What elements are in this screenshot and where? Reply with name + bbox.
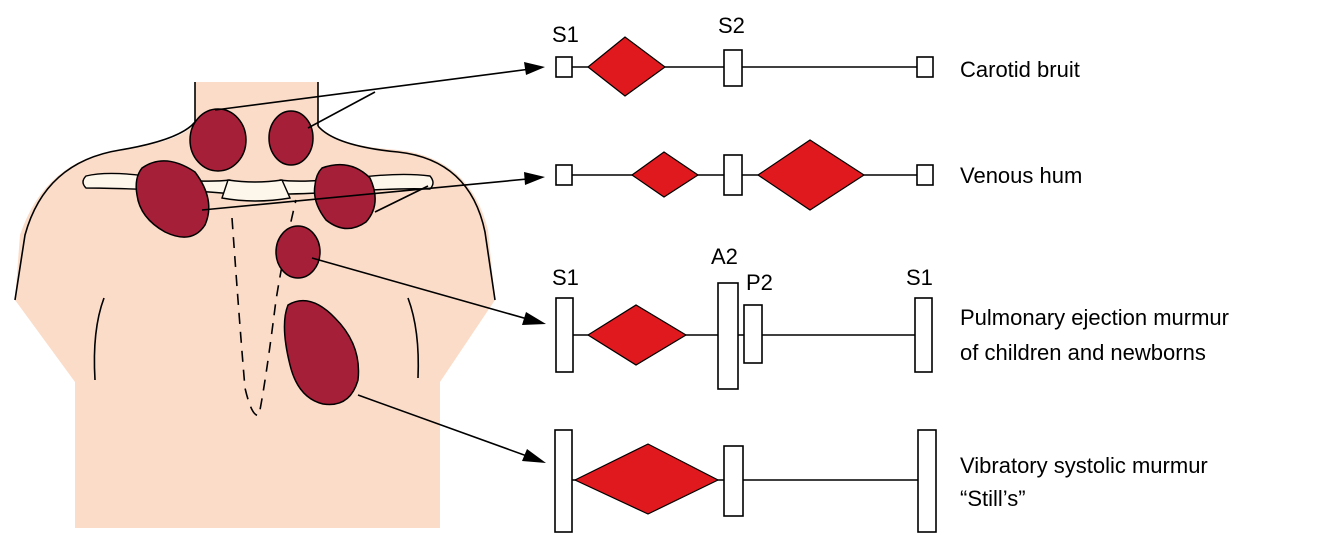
sound-label-s1-end: S1: [906, 265, 933, 290]
row-stills-murmur: Vibratory systolic murmur “Still’s”: [554, 429, 1208, 533]
arrowhead-carotid: [524, 62, 545, 75]
row-label-pulmonary-line1: Pulmonary ejection murmur: [960, 305, 1229, 330]
arrowhead-venous: [524, 172, 545, 185]
sound-label-s1: S1: [552, 265, 579, 290]
sound-label-s2: S2: [718, 13, 745, 38]
sound-box-s1-end: [917, 429, 937, 533]
murmur-diamond-systolic: [630, 151, 700, 198]
sound-label-s1: S1: [552, 22, 579, 47]
right-armpit-line: [407, 297, 420, 379]
murmur-diamond: [586, 304, 688, 366]
torso-figure: [14, 82, 496, 528]
spot-left-sternal-border: [283, 299, 360, 406]
shoulder-right-outline: [317, 125, 496, 301]
row-label-stills-line2: “Still’s”: [960, 486, 1026, 511]
arrow-pulmonary: [311, 257, 539, 323]
sound-label-a2: A2: [711, 244, 738, 269]
sound-box-s1-end: [914, 297, 933, 373]
murmur-diamond: [587, 36, 667, 97]
arrow-stills: [357, 394, 539, 461]
torso-skin: [15, 82, 495, 528]
sound-box-s1: [555, 297, 574, 373]
row-label-venous-hum: Venous hum: [960, 163, 1082, 188]
sound-box-end: [916, 56, 934, 78]
sound-box-s1: [554, 429, 573, 533]
spot-left-subclavian: [135, 160, 210, 238]
row-pulmonary-ejection: S1 A2 P2 S1 Pulmonary ejection murmur of…: [552, 244, 1229, 390]
row-carotid-bruit: S1 S2 Carotid bruit: [552, 13, 1080, 97]
sound-box-s1: [555, 56, 573, 78]
sound-label-p2: P2: [746, 270, 773, 295]
sound-box-s2: [723, 445, 744, 517]
shoulder-left-outline: [14, 121, 196, 301]
manubrium: [221, 179, 292, 202]
sound-box-s1: [555, 164, 573, 186]
spot-left-neck: [189, 108, 247, 172]
arrow-venous-upper: [201, 177, 539, 211]
spot-right-neck: [268, 110, 314, 166]
arrowhead-pulmonary: [522, 312, 546, 325]
arrow-venous-lower: [374, 185, 429, 213]
pointer-arrows: [201, 62, 546, 463]
row-label-stills-line1: Vibratory systolic murmur: [960, 453, 1208, 478]
row-venous-hum: Venous hum: [555, 139, 1082, 211]
sound-box-a2: [717, 282, 739, 390]
spot-pulmonic-area: [275, 225, 321, 279]
sound-box-s2: [723, 49, 743, 87]
sound-box-p2: [743, 304, 763, 364]
row-label-pulmonary-line2: of children and newborns: [960, 340, 1206, 365]
arrowhead-stills: [522, 449, 546, 463]
murmur-diamond: [573, 443, 720, 515]
arrow-carotid-bruit: [214, 67, 539, 111]
sound-box-s2: [723, 154, 743, 196]
arrow-neck-lower-line: [307, 91, 376, 129]
row-label-carotid-bruit: Carotid bruit: [960, 57, 1080, 82]
murmur-diamond-diastolic: [756, 139, 866, 211]
sound-box-end: [916, 164, 934, 186]
left-armpit-line: [93, 297, 105, 381]
